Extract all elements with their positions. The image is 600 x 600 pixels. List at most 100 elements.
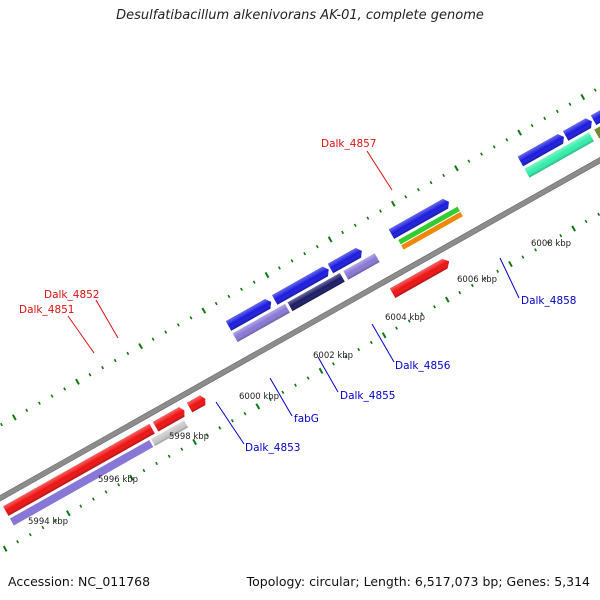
outer-tick — [101, 365, 105, 370]
callout-dalk-4852 — [95, 299, 119, 339]
inner-tick — [294, 383, 297, 387]
label-dalk-4856[interactable]: Dalk_4856 — [395, 360, 451, 372]
inner-tick — [281, 390, 285, 394]
inner-tick — [420, 312, 424, 316]
outer-tick — [530, 123, 534, 128]
inner-tick — [559, 233, 563, 238]
outer-tick — [404, 195, 408, 199]
outer-tick — [277, 266, 281, 270]
inner-tick — [344, 354, 348, 359]
inner-tick — [444, 296, 450, 303]
outer-tick — [315, 244, 319, 249]
genome-backbone — [0, 123, 600, 502]
label-fabg[interactable]: fabG — [294, 413, 319, 425]
inner-tick — [508, 260, 513, 268]
track-plus-blue — [225, 92, 600, 331]
inner-tick — [65, 510, 71, 517]
inner-tick — [41, 525, 45, 530]
scale-label-5998: 5998 kbp — [169, 432, 209, 442]
scale-label-6008: 6008 kbp — [531, 239, 571, 249]
callout-dalk-4855 — [317, 356, 339, 393]
inner-tick — [521, 255, 525, 259]
outer-tick — [416, 187, 420, 192]
feature-dalk-4856-green[interactable] — [398, 206, 460, 245]
callout-dalk-4857 — [366, 150, 393, 191]
inner-tick — [54, 518, 57, 523]
outer-tick — [580, 93, 586, 101]
inner-tick — [318, 367, 324, 374]
label-dalk-4853[interactable]: Dalk_4853 — [245, 442, 301, 454]
inner-tick — [79, 504, 83, 508]
outer-tick — [25, 408, 29, 413]
scale-label-6002: 6002 kbp — [313, 351, 353, 361]
inner-tick — [381, 332, 387, 339]
label-dalk-4851[interactable]: Dalk_4851 — [19, 304, 75, 316]
inner-tick — [28, 532, 32, 537]
outer-tick — [0, 422, 3, 427]
label-dalk-4855[interactable]: Dalk_4855 — [340, 390, 396, 402]
inner-tick — [546, 241, 550, 245]
outer-tick — [189, 316, 193, 320]
inner-tick — [142, 468, 146, 473]
outer-tick — [568, 102, 572, 106]
callout-fabg — [269, 377, 293, 417]
outer-tick — [555, 109, 559, 114]
label-dalk-4852[interactable]: Dalk_4852 — [44, 289, 100, 301]
inner-tick — [104, 490, 108, 494]
scale-label-5994: 5994 kbp — [28, 517, 68, 527]
inner-tick — [218, 426, 222, 430]
inner-tick — [2, 545, 8, 552]
callout-dalk-4856 — [371, 323, 395, 363]
inner-tick — [129, 474, 134, 481]
outer-tick — [126, 351, 130, 356]
outer-tick — [517, 129, 522, 136]
feature-dalk-4856-orange[interactable] — [401, 211, 463, 250]
inner-tick — [117, 483, 121, 487]
inner-tick — [268, 397, 272, 402]
outer-tick — [201, 307, 207, 314]
outer-tick — [353, 223, 357, 227]
label-dalk-4858[interactable]: Dalk_4858 — [521, 295, 577, 307]
inner-tick — [243, 411, 247, 416]
inner-tick — [571, 225, 576, 232]
scale-label-5996: 5996 kbp — [98, 475, 138, 485]
outer-tick — [50, 394, 54, 398]
inner-tick — [496, 269, 500, 273]
feature-lavender-long[interactable] — [9, 439, 154, 526]
outer-tick — [290, 259, 294, 263]
accession-text: Accession: NC_011768 — [8, 574, 151, 589]
outer-tick — [113, 358, 117, 363]
callout-dalk-4853 — [215, 401, 245, 445]
scale-label-6000: 6000 kbp — [239, 392, 279, 402]
outer-tick — [593, 88, 597, 92]
scale-label-6006: 6006 kbp — [457, 275, 497, 285]
inner-tick — [155, 461, 159, 466]
track-minus-outer — [3, 258, 450, 516]
outer-tick — [429, 180, 433, 185]
inner-tick — [458, 290, 462, 295]
outer-tick — [138, 343, 143, 350]
inner-tick — [180, 447, 184, 451]
scale-labels: 5994 kbp 5996 kbp 5998 kbp 6000 kbp 6002… — [28, 239, 571, 527]
inner-tick — [230, 419, 234, 423]
inner-tick — [16, 540, 20, 544]
outer-tick — [327, 236, 333, 243]
outer-tick — [454, 165, 459, 172]
outer-tick — [151, 337, 155, 341]
outer-tick — [341, 230, 345, 235]
inner-tick — [597, 212, 600, 217]
label-dalk-4857[interactable]: Dalk_4857 — [321, 138, 377, 150]
outer-tick — [442, 173, 446, 178]
inner-tick — [205, 433, 209, 437]
inner-tick — [192, 438, 197, 446]
scale-label-6004: 6004 kbp — [385, 313, 425, 323]
callout-dalk-4851 — [67, 315, 95, 354]
outer-tick — [88, 373, 92, 377]
outer-tick — [480, 152, 483, 156]
outer-tick — [176, 323, 180, 327]
outer-tick — [366, 216, 370, 220]
inner-tick — [534, 248, 537, 252]
outer-tick — [492, 145, 496, 149]
track-misc — [9, 420, 189, 526]
